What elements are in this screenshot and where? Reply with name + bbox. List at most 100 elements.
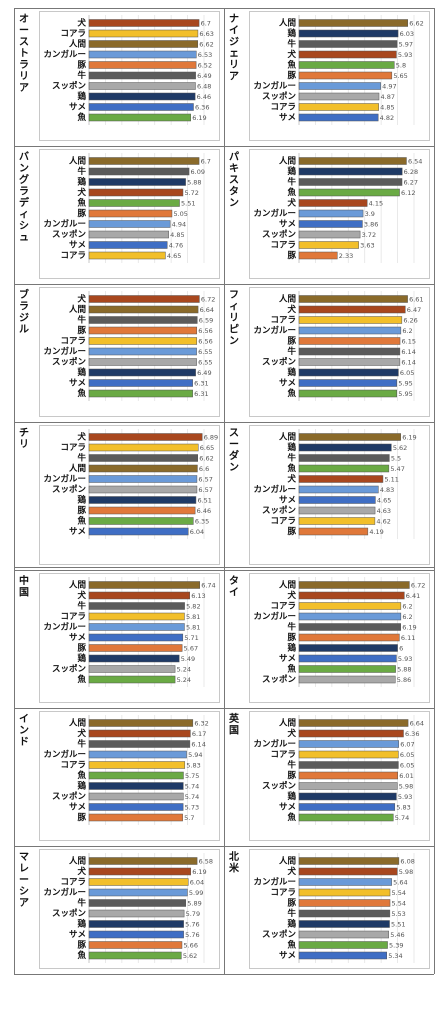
category-label: カンガルー — [253, 208, 296, 219]
category-label: 鶏 — [287, 166, 296, 177]
bar — [88, 496, 197, 504]
category-label: 牛 — [287, 346, 296, 357]
chart-title-char: リ — [19, 439, 29, 451]
bar — [298, 867, 398, 876]
data-label: 5.8 — [396, 62, 406, 70]
bar — [88, 485, 198, 494]
bar — [88, 813, 183, 822]
chart-title-char: ジ — [229, 36, 239, 48]
plot-frame — [39, 149, 220, 279]
category-label: カンガルー — [253, 81, 296, 92]
bar — [88, 602, 185, 610]
category-label: サメ — [279, 496, 296, 506]
bar — [88, 729, 191, 738]
data-label: 6.57 — [198, 486, 212, 494]
bar — [298, 188, 400, 197]
chart-panel: インド人間 6.32 犬 6.17 牛 6.14 カンガルー 5.94 コアラ 5.83 魚 5.75… — [14, 708, 224, 846]
data-label: 6.58 — [199, 858, 213, 866]
data-label: 6.09 — [191, 168, 205, 176]
category-label: スッポン — [52, 229, 87, 240]
category-label: 人間 — [279, 156, 296, 167]
category-label: スッポン — [52, 791, 87, 802]
data-label: 5.86 — [397, 676, 411, 684]
bar — [88, 82, 196, 90]
chart-title-char: 国 — [19, 587, 29, 599]
bar — [298, 930, 389, 939]
plot-frame — [249, 287, 430, 417]
data-label: 6.05 — [400, 369, 414, 377]
category-label: サメ — [69, 379, 86, 389]
data-label: 6.55 — [198, 359, 212, 367]
chart-title-char: イ — [229, 587, 239, 599]
chart-title: 英国 — [228, 712, 240, 737]
chart-title-char: チ — [19, 427, 29, 439]
chart-title-char: 中 — [19, 574, 29, 587]
data-label: 5.53 — [391, 910, 405, 918]
category-label: カンガルー — [253, 877, 296, 888]
category-label: 犬 — [76, 432, 86, 443]
bar — [88, 475, 198, 483]
chart-title-char: ア — [19, 82, 29, 94]
data-label: 6.62 — [199, 41, 213, 49]
category-label: 豚 — [77, 940, 86, 951]
bar — [88, 209, 173, 218]
data-label: 5.34 — [388, 952, 402, 960]
bar — [298, 951, 387, 960]
bar — [88, 675, 176, 684]
data-label: 6.41 — [406, 592, 420, 600]
data-label: 6.47 — [407, 306, 421, 314]
category-label: 魚 — [77, 198, 86, 209]
bar — [298, 909, 391, 918]
bar — [298, 771, 398, 780]
data-label: 4.82 — [380, 114, 394, 122]
data-label: 6.51 — [197, 497, 211, 505]
bar — [298, 464, 390, 473]
data-label: 5.62 — [393, 444, 407, 452]
bar — [298, 782, 398, 790]
data-label: 5.24 — [177, 676, 191, 684]
data-label: 5.99 — [189, 889, 203, 897]
chart-title-char: デ — [19, 196, 30, 209]
plot-frame — [39, 849, 220, 969]
category-label: 魚 — [287, 664, 296, 675]
category-label: コアラ — [270, 241, 296, 251]
chart-title-char: リ — [229, 312, 239, 324]
category-label: 牛 — [77, 601, 86, 612]
chart-title-char: ス — [229, 174, 239, 186]
chart-title-char: ア — [229, 71, 239, 83]
category-label: コアラ — [270, 103, 296, 113]
plot-frame — [249, 425, 430, 565]
bar — [298, 92, 380, 101]
data-label: 6.52 — [198, 62, 212, 70]
category-label: サメ — [279, 113, 296, 123]
data-label: 5.64 — [393, 879, 407, 887]
data-label: 5.76 — [185, 931, 199, 939]
chart-title-char: リ — [229, 59, 239, 71]
bar — [298, 920, 390, 928]
category-label: 牛 — [287, 908, 296, 919]
data-label: 5.65 — [393, 72, 407, 80]
data-label: 3.9 — [365, 210, 375, 218]
bar — [88, 792, 184, 801]
bar — [88, 665, 176, 673]
data-label: 6.31 — [194, 390, 208, 398]
data-label: 4.85 — [170, 231, 184, 239]
bar — [88, 29, 199, 38]
data-label: 4.65 — [167, 252, 181, 260]
chart-panel: オーストラリア 犬 6.7 コアラ 6.63 人間 6.62 カンガルー 6.53 豚 6.52 牛 6… — [14, 8, 224, 146]
category-label: スッポン — [52, 908, 87, 919]
category-label: 牛 — [77, 166, 86, 177]
data-label: 5.76 — [185, 921, 199, 929]
chart-title-char: キ — [229, 163, 239, 175]
bar — [298, 295, 408, 303]
data-label: 5.54 — [392, 889, 406, 897]
data-label: 5.05 — [173, 210, 187, 218]
chart-title-char: ラ — [19, 59, 29, 71]
data-label: 4.97 — [382, 83, 396, 91]
category-label: 鶏 — [287, 367, 296, 378]
chart-title-char: 北 — [229, 850, 239, 863]
